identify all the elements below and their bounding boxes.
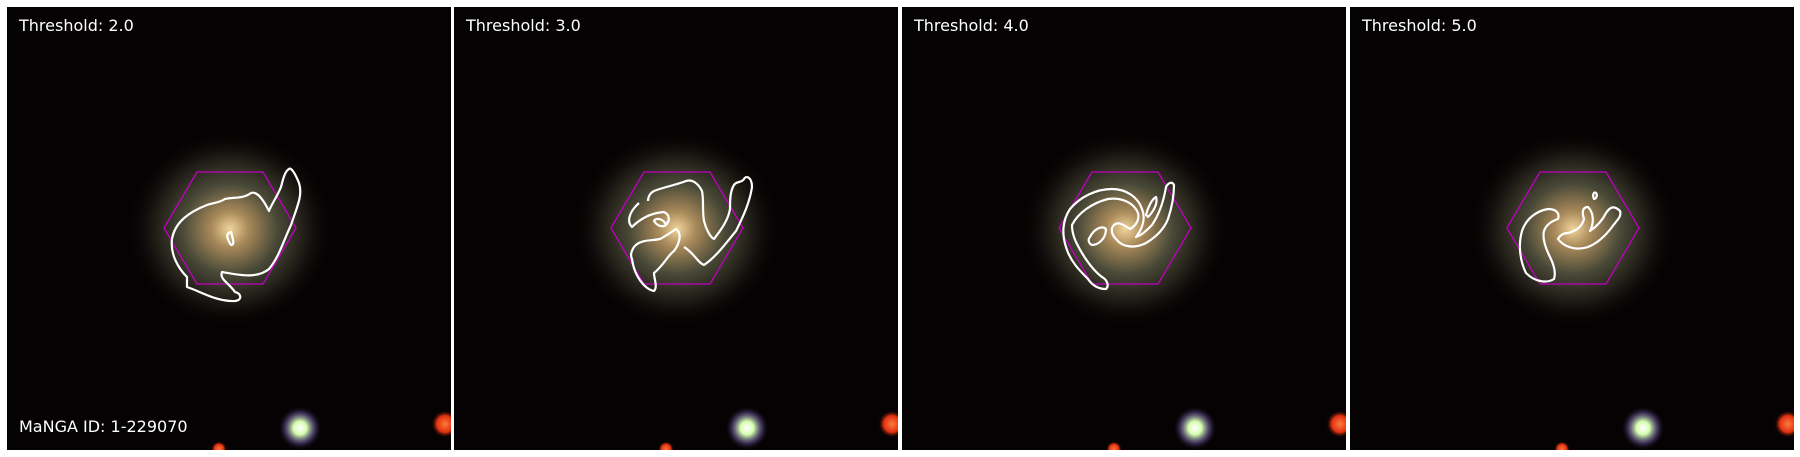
- ifu-hexagon: [163, 171, 297, 285]
- galaxy-image-2: [572, 129, 898, 450]
- contour-line: [1062, 181, 1176, 291]
- star-green: [1173, 406, 1217, 450]
- star-red: [431, 410, 451, 438]
- star-red-small: [658, 441, 674, 450]
- ifu-hexagon: [610, 171, 744, 285]
- image-panel-2: Threshold: 3.0: [454, 7, 898, 450]
- manga-id-label: MaNGA ID: 1-229070: [19, 417, 188, 436]
- star-red-small: [211, 441, 227, 450]
- star-green: [278, 406, 322, 450]
- star-green: [1621, 406, 1665, 450]
- star-red-small: [1106, 441, 1122, 450]
- star-green: [725, 406, 769, 450]
- galaxy-image-4: [1468, 129, 1794, 450]
- star-red-small: [1554, 441, 1570, 450]
- star-red: [878, 410, 898, 438]
- star-red: [1774, 410, 1794, 438]
- galaxy-glow: [1468, 129, 1678, 329]
- threshold-label: Threshold: 3.0: [466, 16, 581, 35]
- contour-line: [628, 176, 754, 293]
- star-red: [1326, 410, 1346, 438]
- galaxy-image-3: [1020, 129, 1346, 450]
- contour-line: [1518, 191, 1622, 283]
- galaxy-image-1: [125, 129, 451, 450]
- image-panel-3: Threshold: 4.0: [902, 7, 1346, 450]
- ifu-hexagon: [1506, 171, 1640, 285]
- threshold-label: Threshold: 5.0: [1362, 16, 1477, 35]
- contour-line: [170, 167, 302, 303]
- image-panel-4: Threshold: 5.0: [1350, 7, 1794, 450]
- ifu-hexagon: [1058, 171, 1192, 285]
- threshold-label: Threshold: 2.0: [19, 16, 134, 35]
- galaxy-glow: [125, 129, 335, 329]
- image-panel-1: Threshold: 2.0 MaNGA ID: 1-229070: [7, 7, 451, 450]
- galaxy-glow: [1020, 129, 1230, 329]
- threshold-label: Threshold: 4.0: [914, 16, 1029, 35]
